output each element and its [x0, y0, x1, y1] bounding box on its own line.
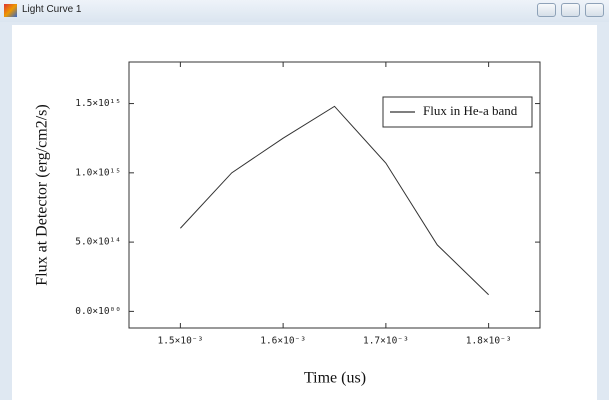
minimize-button[interactable]: [537, 3, 556, 17]
window-client: [12, 25, 597, 400]
plot-frame: [128, 61, 541, 329]
maximize-button[interactable]: [561, 3, 580, 17]
window-title: Light Curve 1: [22, 4, 82, 15]
x-tick-label: 1.6×10⁻³: [260, 336, 306, 347]
app-icon: [4, 4, 17, 17]
x-tick-label: 1.5×10⁻³: [157, 336, 203, 347]
x-axis-label: Time (us): [304, 370, 366, 387]
y-tick-label: 0.0×10⁰⁰: [75, 306, 121, 317]
y-tick-label: 5.0×10¹⁴: [75, 237, 121, 248]
legend-label: Flux in He-a band: [423, 103, 518, 118]
y-tick-label: 1.5×10¹⁵: [75, 98, 121, 109]
line-series: [180, 105, 489, 296]
x-tick-label: 1.7×10⁻³: [363, 336, 409, 347]
close-button[interactable]: [585, 3, 604, 17]
y-tick-label: 1.0×10¹⁵: [75, 167, 121, 178]
x-tick-label: 1.8×10⁻³: [466, 336, 512, 347]
title-bar: Light Curve 1: [0, 0, 609, 22]
y-axis-label: Flux at Detector (erg/cm2/s): [34, 104, 51, 285]
